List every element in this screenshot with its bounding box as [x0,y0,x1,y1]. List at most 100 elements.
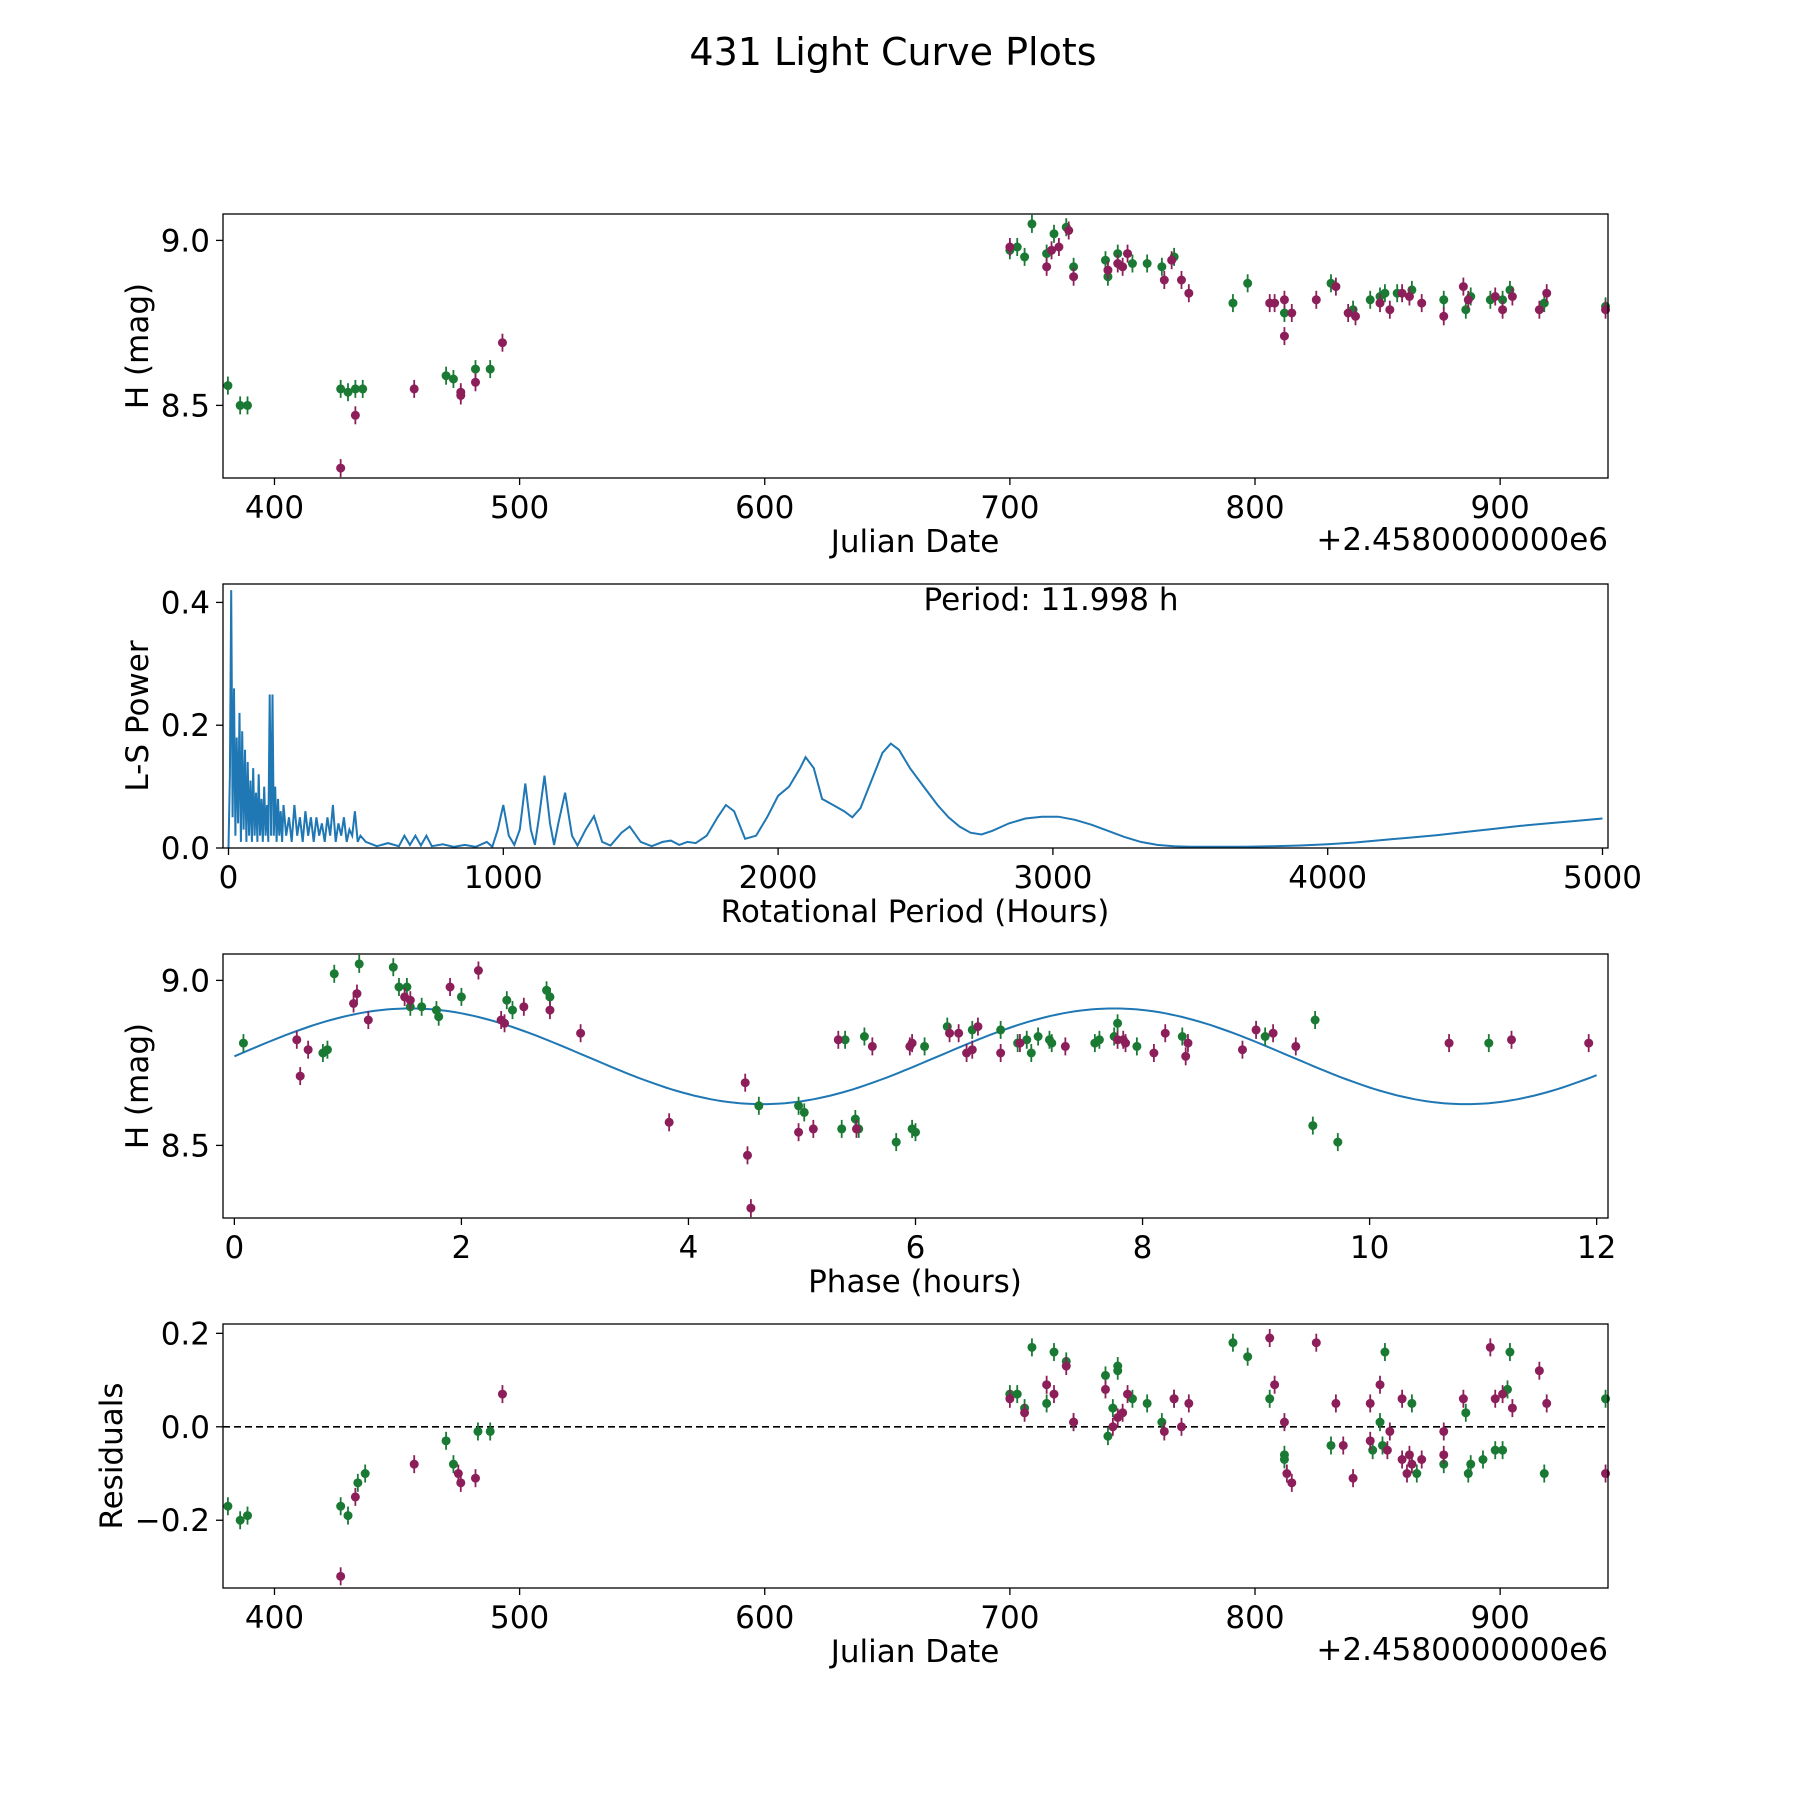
data-point [1027,1342,1037,1352]
data-point [507,1005,517,1015]
residuals-frame [222,1323,1609,1589]
data-point [1534,305,1544,315]
x-tick-label: 2 [452,1230,472,1266]
data-point [1167,255,1177,265]
data-point [1169,1394,1179,1404]
data-point [1142,259,1152,268]
data-point [441,1436,451,1446]
x-tick-label: 4000 [1288,860,1367,896]
data-point [1417,298,1427,308]
data-point [1228,298,1238,308]
data-point [456,387,466,397]
data-point [1439,1459,1449,1469]
y-tick-label: 0.4 [161,585,210,621]
data-point [1444,1038,1454,1048]
periodogram-ylabel: L-S Power [120,640,156,791]
data-point [329,969,339,979]
data-point [808,1124,818,1134]
data-point [352,989,362,999]
data-point [542,985,552,995]
data-point [360,1469,370,1479]
data-point [1498,295,1508,305]
data-point [859,1032,869,1041]
data-point [1243,278,1253,288]
data-point [851,1124,861,1134]
data-point [354,959,364,969]
data-point [911,1127,920,1137]
data-point [1463,295,1473,305]
data-point [336,463,346,473]
data-point [1005,242,1015,252]
x-tick-label: 500 [490,490,549,526]
data-point [1228,1338,1238,1348]
data-point [1343,308,1353,318]
data-point [746,1203,756,1213]
residuals-points [223,1329,1611,1586]
data-point [967,1045,977,1055]
y-tick-label: −0.2 [135,1503,210,1539]
data-point [920,1041,930,1051]
data-point [1279,331,1289,341]
x-tick-label: 400 [245,490,304,526]
data-point [1069,262,1079,272]
data-point [1375,1380,1385,1390]
data-point [1279,1450,1289,1460]
data-point [1149,1048,1159,1058]
data-point [336,1571,346,1581]
data-point [1159,275,1169,285]
data-point [1243,1352,1253,1362]
periodogram-line [227,590,1603,849]
y-tick-label: 8.5 [161,1128,210,1164]
data-point [1265,1333,1275,1343]
data-point [1348,1473,1358,1483]
data-point [1397,1455,1407,1465]
x-tick-label: 400 [245,1600,304,1636]
data-point [1338,1440,1348,1450]
data-point [350,410,360,420]
light-curve-frame [222,213,1609,479]
data-point [1069,1417,1079,1427]
data-point [1121,1038,1131,1048]
x-tick-label: 5000 [1563,860,1642,896]
y-tick-label: 0.0 [161,831,210,867]
data-point [1458,282,1468,292]
data-point [1159,1426,1169,1436]
data-point [223,381,233,391]
data-point [1108,1422,1118,1432]
data-point [754,1101,764,1111]
data-point [1382,1445,1392,1455]
data-point [1397,1394,1407,1404]
data-point [1458,1394,1468,1404]
data-point [1054,242,1064,252]
period-annotation: Period: 11.998 h [924,582,1179,618]
model-fit-line [234,1007,1597,1106]
data-point [1103,265,1113,275]
data-point [576,1028,586,1038]
x-tick-label: 4 [679,1230,699,1266]
data-point [292,1035,302,1045]
panel-periodogram: 0 1000 2000 3000 4000 5000 0.0 0.2 0.4 Period: 1… [120,582,1642,930]
data-point [1539,1469,1549,1479]
data-point [1380,1347,1390,1357]
data-point [1094,1035,1104,1045]
data-point [867,1041,877,1051]
data-point [353,1478,363,1488]
data-point [1181,1051,1191,1061]
data-point [1270,1380,1280,1390]
data-point [409,384,419,394]
data-point [1542,288,1552,298]
x-tick-label: 0 [219,860,239,896]
data-point [1507,1035,1517,1045]
x-tick-label: 700 [980,490,1039,526]
data-point [473,966,483,975]
data-point [1100,1370,1110,1380]
data-point [891,1137,901,1147]
data-point [1542,1398,1552,1408]
data-point [1118,262,1128,272]
data-point [1042,1398,1052,1408]
data-point [1291,1041,1301,1051]
data-point [1005,1394,1015,1404]
data-point [1142,1398,1152,1408]
data-point [1184,1398,1194,1408]
data-point [1033,1032,1043,1041]
